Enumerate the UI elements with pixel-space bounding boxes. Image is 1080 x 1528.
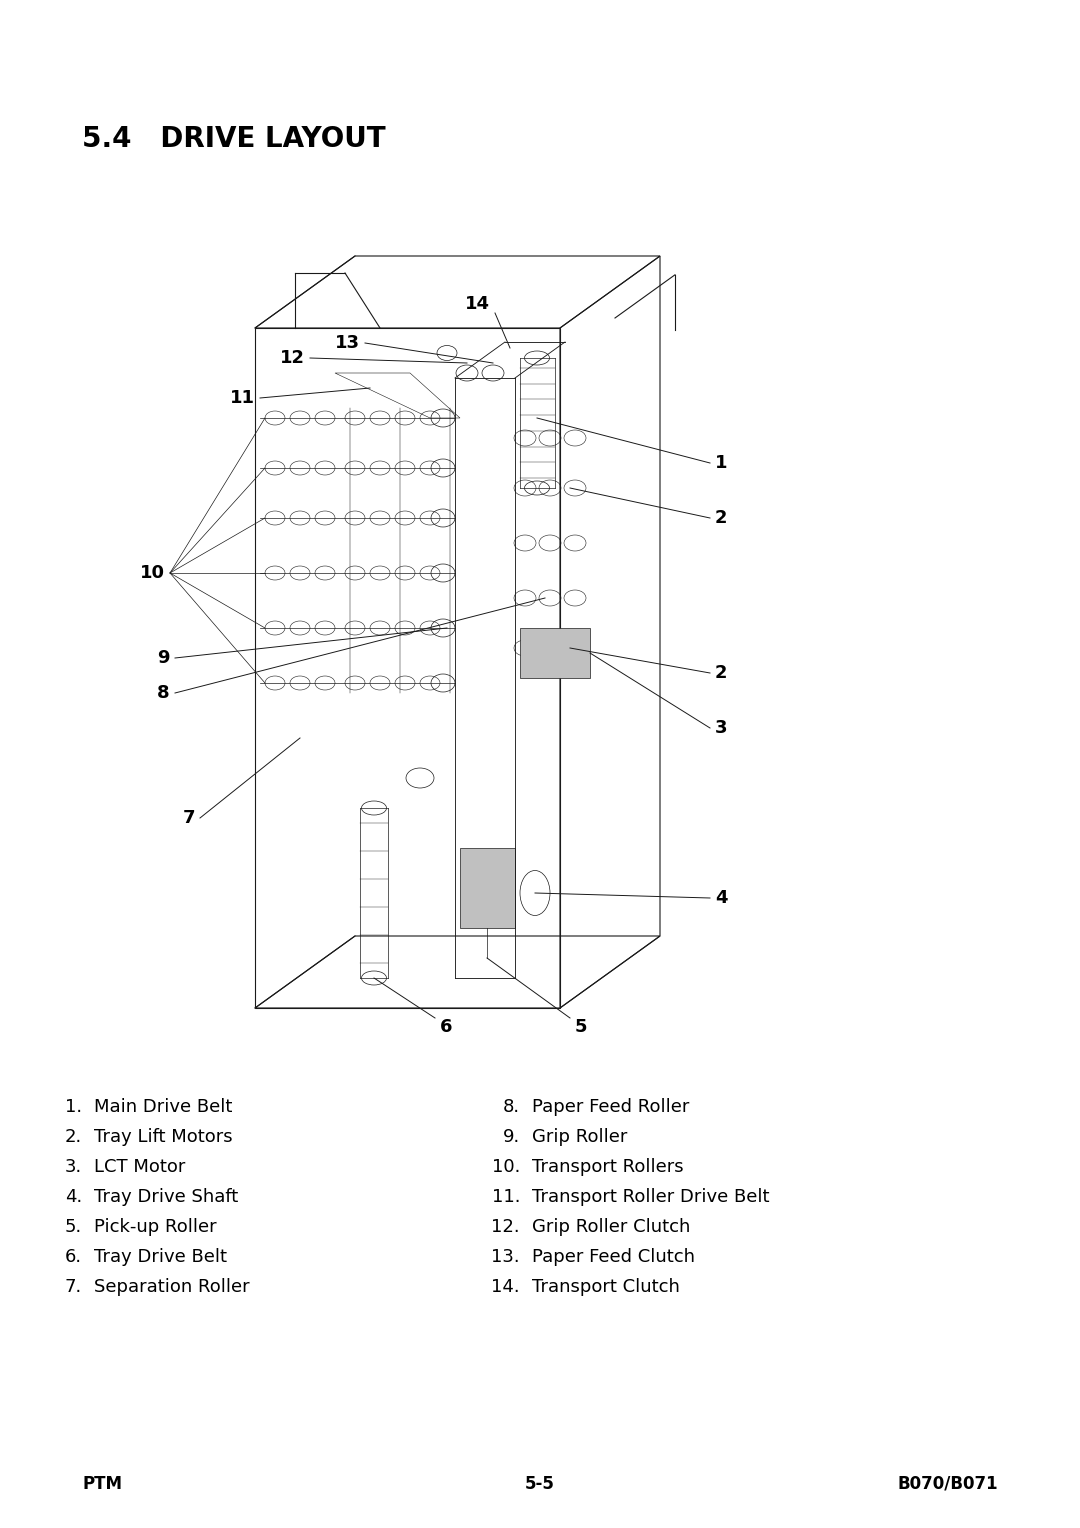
Text: 9.: 9. [503,1128,519,1146]
Text: PTM: PTM [82,1475,122,1493]
Text: 3: 3 [715,720,728,736]
Text: 12: 12 [280,348,305,367]
Text: 8: 8 [158,685,170,701]
Text: Grip Roller Clutch: Grip Roller Clutch [532,1218,690,1236]
Text: 7.: 7. [65,1277,82,1296]
Text: 8.: 8. [503,1099,519,1115]
Text: 12.: 12. [491,1218,519,1236]
Text: 5: 5 [575,1018,588,1036]
Text: 11: 11 [230,390,255,406]
Bar [460,848,515,927]
Text: Main Drive Belt: Main Drive Belt [94,1099,232,1115]
Text: Paper Feed Roller: Paper Feed Roller [532,1099,689,1115]
Text: Tray Drive Shaft: Tray Drive Shaft [94,1187,239,1206]
Text: Transport Clutch: Transport Clutch [532,1277,680,1296]
Text: 10: 10 [140,564,165,582]
Text: 6: 6 [440,1018,453,1036]
Text: 14.: 14. [491,1277,519,1296]
Text: 4.: 4. [65,1187,82,1206]
Text: Transport Rollers: Transport Rollers [532,1158,684,1177]
Bar [519,628,590,678]
Text: 11.: 11. [491,1187,519,1206]
Text: 4: 4 [715,889,728,908]
Text: 1: 1 [715,454,728,472]
Text: Separation Roller: Separation Roller [94,1277,249,1296]
Text: 9: 9 [158,649,170,668]
Text: 2.: 2. [65,1128,82,1146]
Text: Transport Roller Drive Belt: Transport Roller Drive Belt [532,1187,769,1206]
Text: Grip Roller: Grip Roller [532,1128,627,1146]
Text: Pick-up Roller: Pick-up Roller [94,1218,217,1236]
Text: 5.: 5. [65,1218,82,1236]
Text: 13.: 13. [491,1248,519,1267]
Text: 2: 2 [715,509,728,527]
Text: 10.: 10. [491,1158,519,1177]
Text: Tray Lift Motors: Tray Lift Motors [94,1128,232,1146]
Text: 13: 13 [335,335,360,351]
Text: 5-5: 5-5 [525,1475,555,1493]
Text: 6.: 6. [65,1248,82,1267]
Text: 7: 7 [183,808,195,827]
Text: B070/B071: B070/B071 [897,1475,998,1493]
Text: 3.: 3. [65,1158,82,1177]
Text: 5.4   DRIVE LAYOUT: 5.4 DRIVE LAYOUT [82,125,386,153]
Text: 2: 2 [715,665,728,681]
Text: Tray Drive Belt: Tray Drive Belt [94,1248,227,1267]
Text: LCT Motor: LCT Motor [94,1158,186,1177]
Text: Paper Feed Clutch: Paper Feed Clutch [532,1248,696,1267]
Text: 1.: 1. [65,1099,82,1115]
Text: 14: 14 [465,295,490,313]
